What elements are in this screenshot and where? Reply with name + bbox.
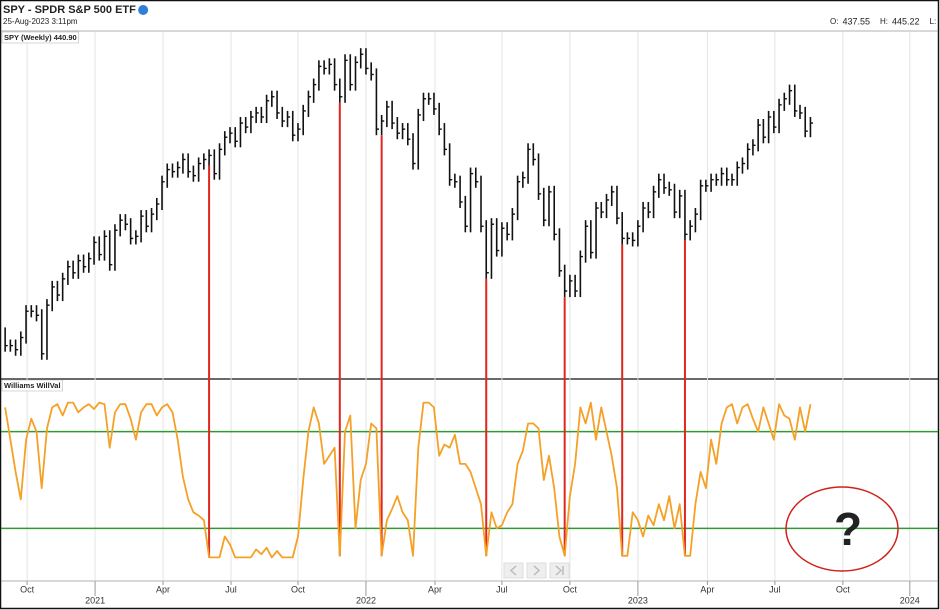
quote-value: 445.22 [892, 16, 920, 26]
annotation: ? [834, 503, 862, 555]
x-tick-label: Jul [769, 584, 781, 594]
x-tick-label: Oct [836, 584, 851, 594]
x-year-label: 2024 [900, 595, 920, 605]
x-tick-label: Apr [156, 584, 170, 594]
x-tick-label: Oct [563, 584, 578, 594]
x-tick-label: Apr [428, 584, 442, 594]
quote-value: 437.55 [842, 16, 870, 26]
nav-icon [509, 565, 517, 576]
title: SPY - SPDR S&P 500 ETF [3, 4, 136, 16]
x-tick-label: Oct [20, 584, 35, 594]
x-year-label: 2023 [628, 595, 648, 605]
indicator-line [4, 401, 812, 559]
x-tick-label: Oct [291, 584, 306, 594]
nav-end[interactable] [549, 562, 570, 579]
quote-label: L: [930, 17, 937, 26]
panel-label: Williams WillVal [4, 381, 61, 390]
timestamp: 25-Aug-2023 3:11pm [3, 17, 78, 26]
nav-icon [555, 565, 564, 576]
marks: SPY (Weekly) 440.90 Williams WillVal [1, 31, 938, 559]
quote: O:437.55H:445.22L:43 [830, 16, 937, 26]
panel-label-box [1, 31, 79, 44]
navigation [503, 562, 570, 579]
x-tick-label: Jul [225, 584, 237, 594]
grid: Oct Apr Jul Oct Apr Jul Oct Apr Jul Oct 2021 2022 20… [20, 32, 920, 605]
panel-label: SPY (Weekly) 440.90 [4, 33, 77, 42]
x-year-label: 2021 [85, 595, 105, 605]
quote-label: O: [830, 17, 838, 26]
info-icon[interactable] [138, 5, 149, 15]
nav-icon [533, 565, 541, 576]
x-year-label: 2022 [356, 595, 376, 605]
nav-next[interactable] [526, 562, 547, 579]
nav-prev[interactable] [503, 562, 524, 579]
quote-label: H: [880, 17, 888, 26]
x-tick-label: Apr [700, 584, 714, 594]
annotation-circle [785, 486, 899, 572]
x-tick-label: Jul [496, 584, 508, 594]
panel-label-box [1, 379, 63, 392]
